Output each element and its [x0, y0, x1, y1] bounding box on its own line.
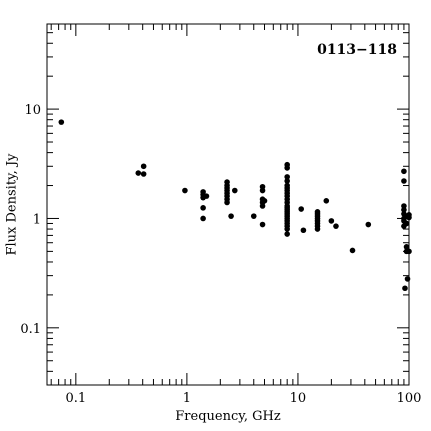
data-point [200, 205, 206, 211]
data-point [300, 227, 307, 234]
plot-frame [46, 23, 410, 386]
data-point [284, 165, 290, 171]
y-tick-label: 1 [33, 212, 41, 227]
chart-title: 0113−118 [317, 42, 397, 58]
x-tick-label: 1 [183, 391, 191, 406]
x-axis-label: Frequency, GHz [175, 409, 281, 424]
data-point [284, 226, 290, 232]
x-tick-label: 100 [397, 391, 422, 406]
data-point [401, 206, 407, 213]
data-point [58, 119, 65, 125]
data-point [284, 231, 290, 237]
data-point [403, 220, 410, 227]
data-point [140, 171, 147, 177]
data-point [328, 218, 335, 224]
data-point [284, 178, 290, 184]
data-point [182, 187, 188, 194]
data-point [401, 178, 407, 184]
data-point [228, 213, 234, 219]
ticks-layer: 0.1 1 10 100 0.1 1 10 [20, 23, 422, 406]
x-tick-label: 10 [290, 391, 307, 406]
data-point [259, 187, 266, 194]
data-point [200, 215, 206, 222]
data-point [203, 193, 210, 199]
data-point [314, 226, 321, 232]
data-point [349, 247, 356, 254]
data-point [401, 168, 407, 175]
data-point [135, 170, 142, 176]
data-point [261, 198, 268, 204]
y-tick-label: 10 [24, 103, 41, 118]
data-point [323, 198, 330, 204]
data-point [403, 244, 410, 250]
data-point [284, 174, 290, 180]
y-axis-label: Flux Density, Jy [5, 153, 20, 256]
data-point [224, 199, 230, 206]
y-tick-label: 0.1 [20, 322, 41, 337]
data-point [402, 285, 408, 292]
data-point [365, 221, 372, 228]
data-point [250, 213, 257, 219]
data-point [259, 203, 266, 209]
data-point [259, 221, 266, 228]
x-tick-label: 0.1 [65, 391, 86, 406]
points-layer [58, 119, 412, 292]
data-point [333, 223, 339, 229]
data-point [140, 163, 147, 170]
data-point [231, 187, 238, 194]
data-point [298, 206, 305, 212]
